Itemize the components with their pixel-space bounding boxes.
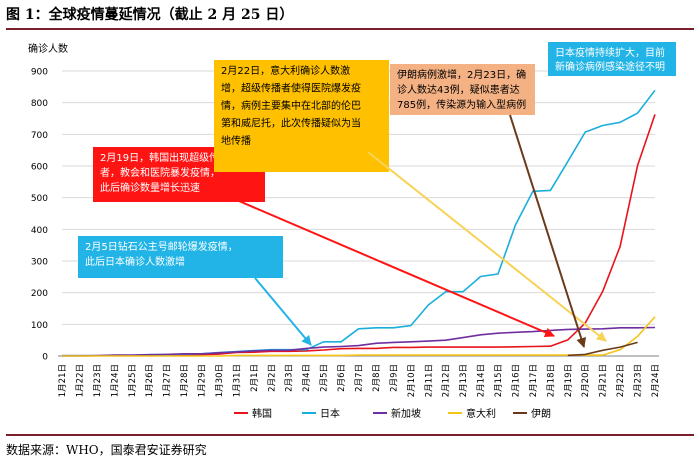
y-tick-label: 400 bbox=[31, 226, 48, 236]
annotation-diamond-princess: 2月5日钻石公主号邮轮爆发疫情， 此后日本确诊人数激增 bbox=[78, 236, 283, 278]
series-line-italy bbox=[62, 316, 656, 357]
source-note: 数据来源：WHO，国泰君安证券研究 bbox=[6, 443, 207, 457]
x-tick-label: 2月3日 bbox=[285, 364, 295, 392]
annotation-line: 诊人数达43例，疑似患者达 bbox=[397, 83, 520, 96]
x-tick-label: 1月25日 bbox=[128, 364, 138, 397]
y-tick-label: 900 bbox=[31, 68, 48, 78]
y-tick-label: 0 bbox=[42, 353, 48, 363]
annotation-line: 增，超级传播者使得医院爆发疫 bbox=[221, 82, 361, 95]
annotation-line: 地传播 bbox=[221, 134, 251, 147]
x-tick-label: 1月28日 bbox=[180, 364, 190, 397]
y-tick-label: 600 bbox=[31, 163, 48, 173]
x-tick-label: 2月4日 bbox=[302, 364, 312, 392]
y-tick-label: 200 bbox=[31, 289, 48, 299]
x-tick-label: 1月26日 bbox=[145, 364, 155, 397]
x-tick-label: 2月13日 bbox=[459, 364, 469, 397]
arrow-korea bbox=[231, 197, 555, 338]
x-tick-label: 1月22日 bbox=[75, 364, 85, 397]
x-tick-label: 2月22日 bbox=[616, 364, 626, 397]
annotation-box bbox=[548, 42, 676, 76]
x-tick-label: 2月15日 bbox=[494, 364, 504, 397]
x-tick-label: 1月29日 bbox=[198, 364, 208, 397]
x-tick-label: 1月24日 bbox=[110, 364, 120, 397]
x-tick-label: 2月6日 bbox=[337, 364, 347, 392]
annotation-italy: 2月22日，意大利确诊人数激增，超级传播者使得医院爆发疫情，病例主要集中在北部的… bbox=[214, 60, 389, 172]
legend-label-italy: 意大利 bbox=[466, 407, 496, 420]
annotation-line: 第和威尼托，此次传播疑似为当 bbox=[221, 117, 361, 130]
y-tick-label: 300 bbox=[31, 258, 48, 268]
y-tick-label: 800 bbox=[31, 99, 48, 109]
x-tick-label: 1月23日 bbox=[93, 364, 103, 397]
x-tick-label: 1月27日 bbox=[163, 364, 173, 397]
x-tick-label: 2月10日 bbox=[407, 364, 417, 397]
x-tick-label: 2月5日 bbox=[320, 364, 330, 392]
arrow-italy bbox=[367, 151, 607, 342]
arrow-diamond-princess bbox=[254, 277, 312, 346]
y-tick-label: 500 bbox=[31, 194, 48, 204]
annotation-line: 785例，传染源为输入型病例 bbox=[397, 98, 526, 111]
annotation-line: 2月22日，意大利确诊人数激 bbox=[221, 64, 350, 77]
title-rule-top bbox=[6, 28, 694, 30]
annotation-line: 情，病例主要集中在北部的伦巴 bbox=[221, 99, 361, 112]
x-tick-label: 2月12日 bbox=[442, 364, 452, 397]
source-rule bbox=[6, 434, 694, 436]
annotation-line: 2月19日，韩国出现超级传播 bbox=[100, 151, 229, 164]
x-tick-label: 2月17日 bbox=[529, 364, 539, 397]
x-tick-label: 2月2日 bbox=[267, 364, 277, 392]
x-tick-label: 2月20日 bbox=[581, 364, 591, 397]
x-tick-label: 2月8日 bbox=[372, 364, 382, 392]
annotation-line: 新确诊病例感染途径不明 bbox=[555, 60, 665, 73]
x-tick-label: 2月1日 bbox=[250, 364, 260, 392]
x-tick-label: 2月14日 bbox=[477, 364, 487, 397]
annotation-line: 伊朗病例激增，2月23日，确 bbox=[397, 68, 526, 81]
annotation-line: 者，教会和医院暴发疫情， bbox=[100, 166, 220, 179]
x-tick-label: 2月21日 bbox=[599, 364, 609, 397]
x-tick-label: 2月16日 bbox=[511, 364, 521, 397]
annotation-box bbox=[390, 64, 535, 115]
x-tick-label: 1月21日 bbox=[58, 364, 68, 397]
figure-title: 图 1：全球疫情蔓延情况（截止 2 月 25 日） bbox=[6, 7, 294, 23]
annotation-line: 此后确诊数量增长迅速 bbox=[100, 181, 200, 194]
series-line-iran bbox=[567, 341, 638, 357]
x-tick-label: 1月30日 bbox=[215, 364, 225, 397]
legend-label-japan: 日本 bbox=[320, 407, 340, 420]
x-tick-label: 2月11日 bbox=[424, 364, 434, 397]
x-tick-label: 1月31日 bbox=[232, 364, 242, 397]
annotation-line: 日本疫情持续扩大，目前 bbox=[555, 46, 665, 59]
y-tick-label: 700 bbox=[31, 131, 48, 141]
annotation-line: 此后日本确诊人数激增 bbox=[85, 255, 185, 268]
y-tick-label: 100 bbox=[31, 321, 48, 331]
legend-label-korea: 韩国 bbox=[252, 407, 272, 420]
annotation-line: 2月5日钻石公主号邮轮爆发疫情， bbox=[85, 240, 238, 253]
x-tick-label: 2月24日 bbox=[651, 364, 661, 397]
x-tick-label: 2月23日 bbox=[634, 364, 644, 397]
arrow-iran bbox=[509, 114, 587, 348]
x-tick-label: 2月9日 bbox=[389, 364, 399, 392]
y-axis-label: 确诊人数 bbox=[28, 42, 68, 55]
annotation-box bbox=[214, 60, 389, 172]
x-tick-label: 2月7日 bbox=[355, 364, 365, 392]
x-tick-label: 2月18日 bbox=[546, 364, 556, 397]
x-tick-label: 2月19日 bbox=[564, 364, 574, 397]
series-line-singapore bbox=[62, 326, 656, 357]
legend-label-iran: 伊朗 bbox=[531, 408, 551, 420]
legend-label-singapore: 新加坡 bbox=[391, 407, 421, 420]
annotation-box bbox=[78, 236, 283, 278]
